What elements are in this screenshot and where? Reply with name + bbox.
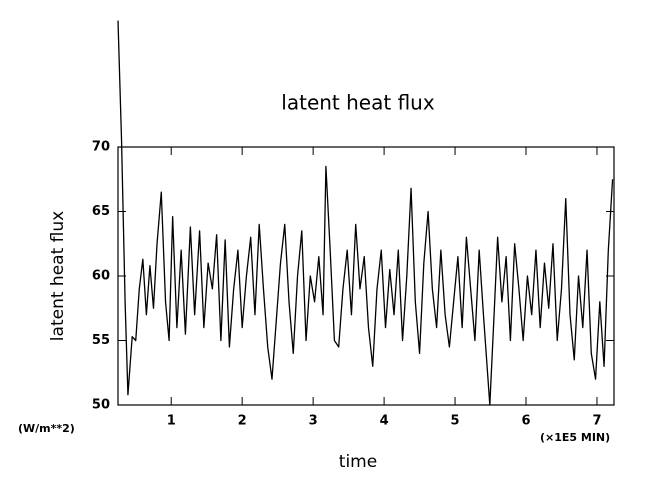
x-axis-label: time xyxy=(339,452,377,472)
x-tick-label: 1 xyxy=(167,414,176,429)
x-tick-label: 3 xyxy=(309,414,318,429)
data-line xyxy=(117,20,614,406)
x-tick-label: 7 xyxy=(592,414,601,429)
y-axis-label: latent heat flux xyxy=(48,211,68,341)
x-tick-label: 5 xyxy=(451,414,460,429)
x-tick-label: 4 xyxy=(380,414,389,429)
chart-title: latent heat flux xyxy=(281,91,435,115)
y-tick-label: 65 xyxy=(92,204,110,219)
y-tick-label: 50 xyxy=(92,398,110,413)
x-tick-label: 6 xyxy=(521,414,530,429)
y-unit: (W/m**2) xyxy=(18,422,75,435)
x-unit: (×1E5 MIN) xyxy=(540,431,610,444)
y-tick-label: 55 xyxy=(92,333,110,348)
x-tick-label: 2 xyxy=(238,414,247,429)
y-tick-label: 60 xyxy=(92,269,110,284)
y-tick-label: 70 xyxy=(92,140,110,155)
